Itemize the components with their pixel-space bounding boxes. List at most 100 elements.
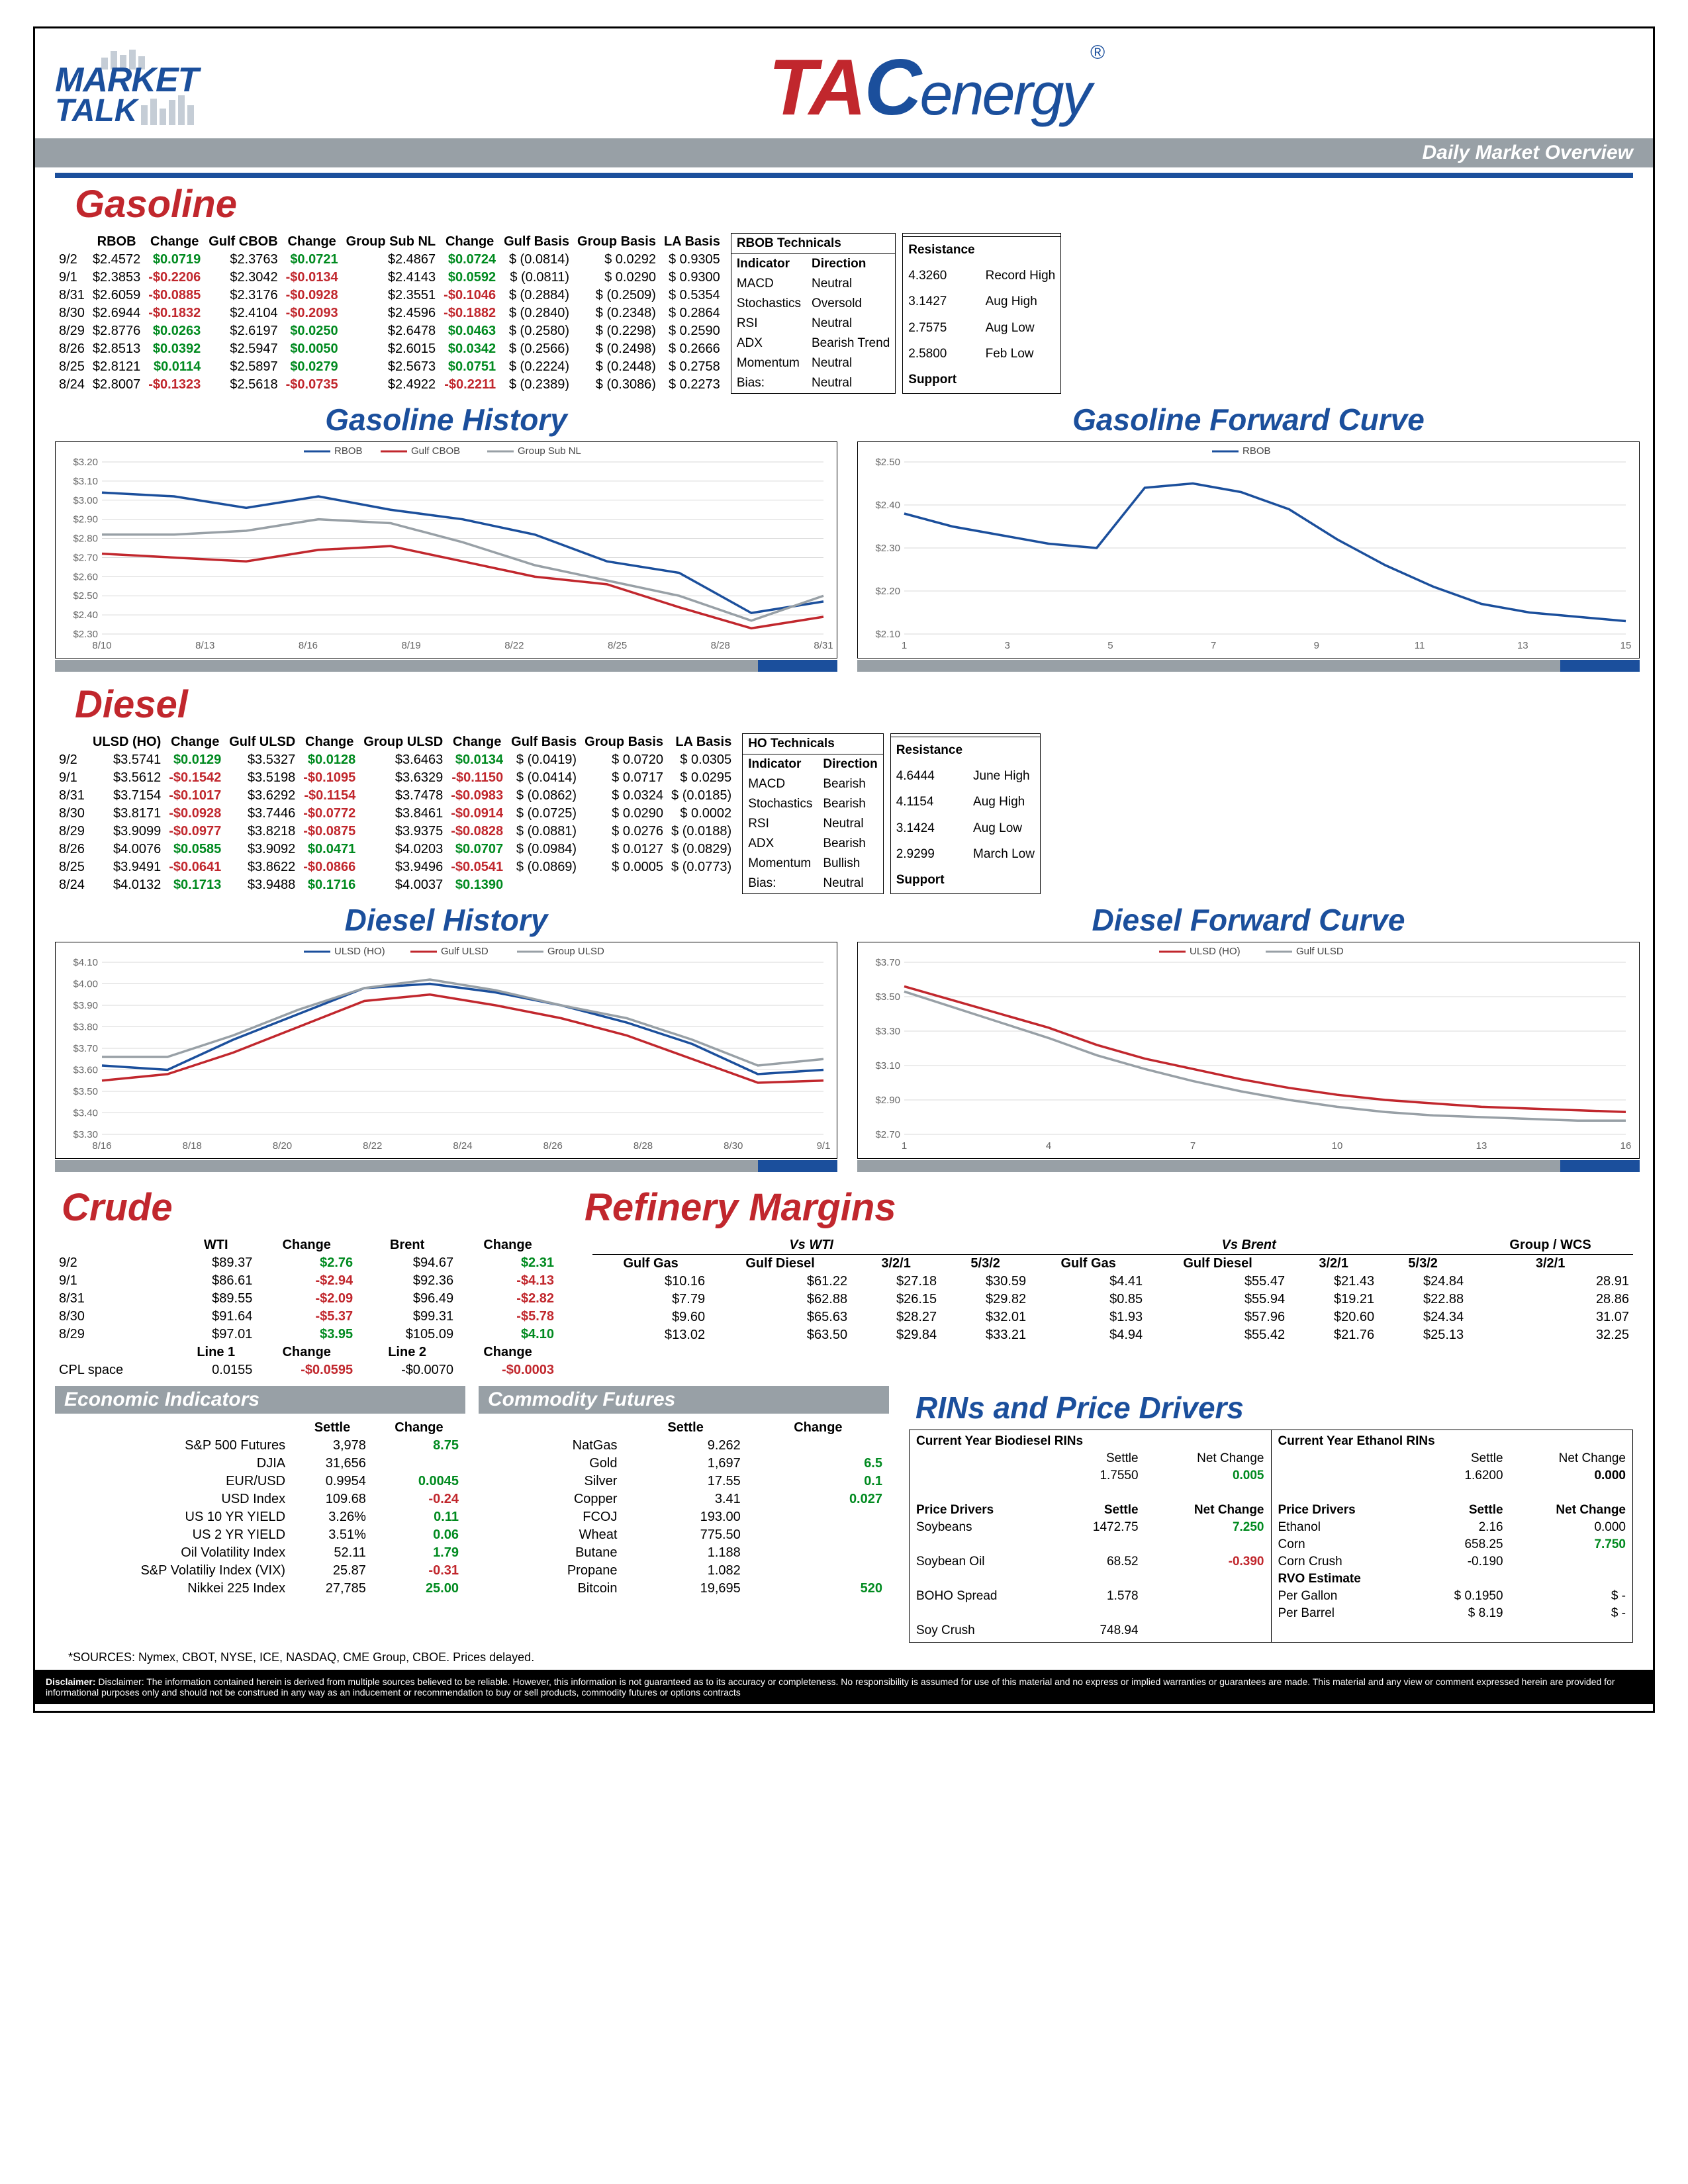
svg-text:4: 4 bbox=[1046, 1140, 1051, 1152]
svg-text:16: 16 bbox=[1620, 1140, 1632, 1152]
svg-text:$3.10: $3.10 bbox=[875, 1060, 900, 1071]
svg-text:8/28: 8/28 bbox=[711, 640, 730, 651]
gasoline-history-title: Gasoline History bbox=[55, 402, 837, 437]
svg-text:$3.40: $3.40 bbox=[73, 1108, 98, 1119]
gasoline-forward-chart: $2.50$2.40$2.30$2.20$2.1013579111315RBOB bbox=[858, 442, 1639, 654]
svg-text:$2.40: $2.40 bbox=[875, 500, 900, 511]
svg-text:8/19: 8/19 bbox=[402, 640, 421, 651]
crude-table: WTIChangeBrentChange9/2$89.37$2.76$94.67… bbox=[55, 1236, 558, 1379]
gasoline-table: RBOBChangeGulf CBOBChangeGroup Sub NLCha… bbox=[55, 233, 724, 394]
diesel-title: Diesel bbox=[75, 682, 1633, 727]
econ-indicators-table: SettleChangeS&P 500 Futures3,9788.75DJIA… bbox=[55, 1419, 465, 1598]
gasoline-technicals: RBOB TechnicalsIndicatorDirectionMACDNeu… bbox=[731, 233, 896, 394]
svg-text:7: 7 bbox=[1190, 1140, 1196, 1152]
svg-text:1: 1 bbox=[902, 640, 907, 651]
svg-text:Gulf ULSD: Gulf ULSD bbox=[1296, 946, 1344, 957]
svg-text:$3.30: $3.30 bbox=[73, 1129, 98, 1140]
svg-text:$2.70: $2.70 bbox=[875, 1129, 900, 1140]
svg-text:$2.70: $2.70 bbox=[73, 552, 98, 563]
svg-text:8/16: 8/16 bbox=[92, 1140, 111, 1152]
svg-text:8/25: 8/25 bbox=[608, 640, 627, 651]
svg-text:15: 15 bbox=[1620, 640, 1632, 651]
diesel-history-chart: $4.10 $4.00 $3.90 $3.80 $3.70 $3.60 $3.50 $3.40… bbox=[56, 942, 837, 1154]
sources-note: *SOURCES: Nymex, CBOT, NYSE, ICE, NASDAQ… bbox=[68, 1651, 1633, 1664]
commodity-futures-table: SettleChangeNatGas9.262Gold1,6976.5Silve… bbox=[479, 1419, 889, 1598]
gasoline-history-chart: $3.20$3.10$3.00$2.90$2.80$2.70$2.60$2.50… bbox=[56, 442, 837, 654]
svg-text:Gulf ULSD: Gulf ULSD bbox=[441, 946, 489, 957]
svg-text:ULSD (HO): ULSD (HO) bbox=[334, 946, 385, 957]
svg-text:8/16: 8/16 bbox=[299, 640, 318, 651]
svg-text:$2.80: $2.80 bbox=[73, 533, 98, 545]
svg-text:$3.80: $3.80 bbox=[73, 1022, 98, 1033]
svg-text:9/1: 9/1 bbox=[817, 1140, 831, 1152]
svg-text:$3.30: $3.30 bbox=[875, 1026, 900, 1037]
svg-text:Group ULSD: Group ULSD bbox=[547, 946, 604, 957]
svg-text:RBOB: RBOB bbox=[1243, 445, 1271, 457]
crude-title: Crude bbox=[62, 1185, 558, 1230]
svg-text:11: 11 bbox=[1415, 640, 1425, 651]
svg-text:8/28: 8/28 bbox=[633, 1140, 653, 1152]
svg-text:Gulf CBOB: Gulf CBOB bbox=[411, 445, 460, 457]
svg-text:8/22: 8/22 bbox=[504, 640, 524, 651]
diesel-forward-chart: $3.70$3.50$3.30$3.10$2.90$2.70147101316U… bbox=[858, 942, 1639, 1154]
svg-text:$2.40: $2.40 bbox=[73, 610, 98, 621]
svg-text:Group Sub NL: Group Sub NL bbox=[518, 445, 581, 457]
svg-text:$4.10: $4.10 bbox=[73, 957, 98, 968]
svg-text:$3.90: $3.90 bbox=[73, 1000, 98, 1011]
svg-text:$2.30: $2.30 bbox=[73, 629, 98, 640]
svg-text:$2.50: $2.50 bbox=[73, 590, 98, 602]
svg-text:10: 10 bbox=[1332, 1140, 1343, 1152]
gasoline-forward-title: Gasoline Forward Curve bbox=[857, 402, 1640, 437]
svg-text:$2.20: $2.20 bbox=[875, 586, 900, 597]
svg-text:13: 13 bbox=[1476, 1140, 1487, 1152]
svg-text:3: 3 bbox=[1005, 640, 1010, 651]
svg-text:8/31: 8/31 bbox=[814, 640, 833, 651]
svg-text:8/26: 8/26 bbox=[543, 1140, 563, 1152]
svg-text:$2.50: $2.50 bbox=[875, 457, 900, 468]
econ-indicators-title: Economic Indicators bbox=[55, 1386, 465, 1414]
diesel-technicals: HO TechnicalsIndicatorDirectionMACDBeari… bbox=[742, 733, 884, 894]
svg-text:$2.90: $2.90 bbox=[875, 1095, 900, 1106]
rins-title: RINs and Price Drivers bbox=[915, 1390, 1633, 1426]
svg-text:8/20: 8/20 bbox=[273, 1140, 292, 1152]
svg-text:ULSD (HO): ULSD (HO) bbox=[1190, 946, 1241, 957]
subtitle-bar: Daily Market Overview bbox=[35, 138, 1653, 167]
disclaimer: Disclaimer: Disclaimer: The information … bbox=[35, 1670, 1653, 1704]
svg-text:$2.30: $2.30 bbox=[875, 543, 900, 554]
svg-text:RBOB: RBOB bbox=[334, 445, 363, 457]
svg-text:9: 9 bbox=[1314, 640, 1319, 651]
diesel-history-title: Diesel History bbox=[55, 902, 837, 938]
diesel-resistance: Resistance4.6444June High4.1154Aug High3… bbox=[890, 733, 1041, 894]
svg-text:$3.00: $3.00 bbox=[73, 495, 98, 506]
svg-text:1: 1 bbox=[902, 1140, 907, 1152]
svg-text:$3.70: $3.70 bbox=[875, 957, 900, 968]
tac-logo: TACenergy® bbox=[238, 42, 1633, 133]
svg-text:$3.20: $3.20 bbox=[73, 457, 98, 468]
svg-text:8/10: 8/10 bbox=[92, 640, 111, 651]
svg-text:$4.00: $4.00 bbox=[73, 979, 98, 990]
commodity-futures-title: Commodity Futures bbox=[479, 1386, 889, 1414]
svg-text:$2.90: $2.90 bbox=[73, 514, 98, 525]
rins-biodiesel-table: Current Year Biodiesel RINsSettleNet Cha… bbox=[912, 1433, 1268, 1639]
gasoline-title: Gasoline bbox=[75, 182, 1633, 226]
diesel-table: ULSD (HO)ChangeGulf ULSDChangeGroup ULSD… bbox=[55, 733, 735, 894]
subtitle: Daily Market Overview bbox=[1422, 142, 1633, 164]
header: MARKET TALK TACenergy® bbox=[55, 42, 1633, 133]
svg-text:8/24: 8/24 bbox=[453, 1140, 472, 1152]
svg-text:8/22: 8/22 bbox=[363, 1140, 382, 1152]
svg-text:$2.10: $2.10 bbox=[875, 629, 900, 640]
svg-text:5: 5 bbox=[1107, 640, 1113, 651]
svg-text:8/18: 8/18 bbox=[183, 1140, 202, 1152]
svg-text:$3.60: $3.60 bbox=[73, 1065, 98, 1076]
diesel-forward-title: Diesel Forward Curve bbox=[857, 902, 1640, 938]
svg-text:13: 13 bbox=[1517, 640, 1528, 651]
svg-text:$3.50: $3.50 bbox=[73, 1086, 98, 1097]
svg-text:$3.10: $3.10 bbox=[73, 476, 98, 487]
rins-ethanol-table: Current Year Ethanol RINsSettleNet Chang… bbox=[1274, 1433, 1630, 1622]
gasoline-resistance: Resistance4.3260Record High3.1427Aug Hig… bbox=[902, 233, 1061, 394]
svg-text:8/30: 8/30 bbox=[724, 1140, 743, 1152]
margins-title: Refinery Margins bbox=[585, 1185, 1633, 1230]
market-talk-logo: MARKET TALK bbox=[55, 50, 198, 124]
svg-text:$3.70: $3.70 bbox=[73, 1043, 98, 1054]
svg-text:7: 7 bbox=[1211, 640, 1216, 651]
